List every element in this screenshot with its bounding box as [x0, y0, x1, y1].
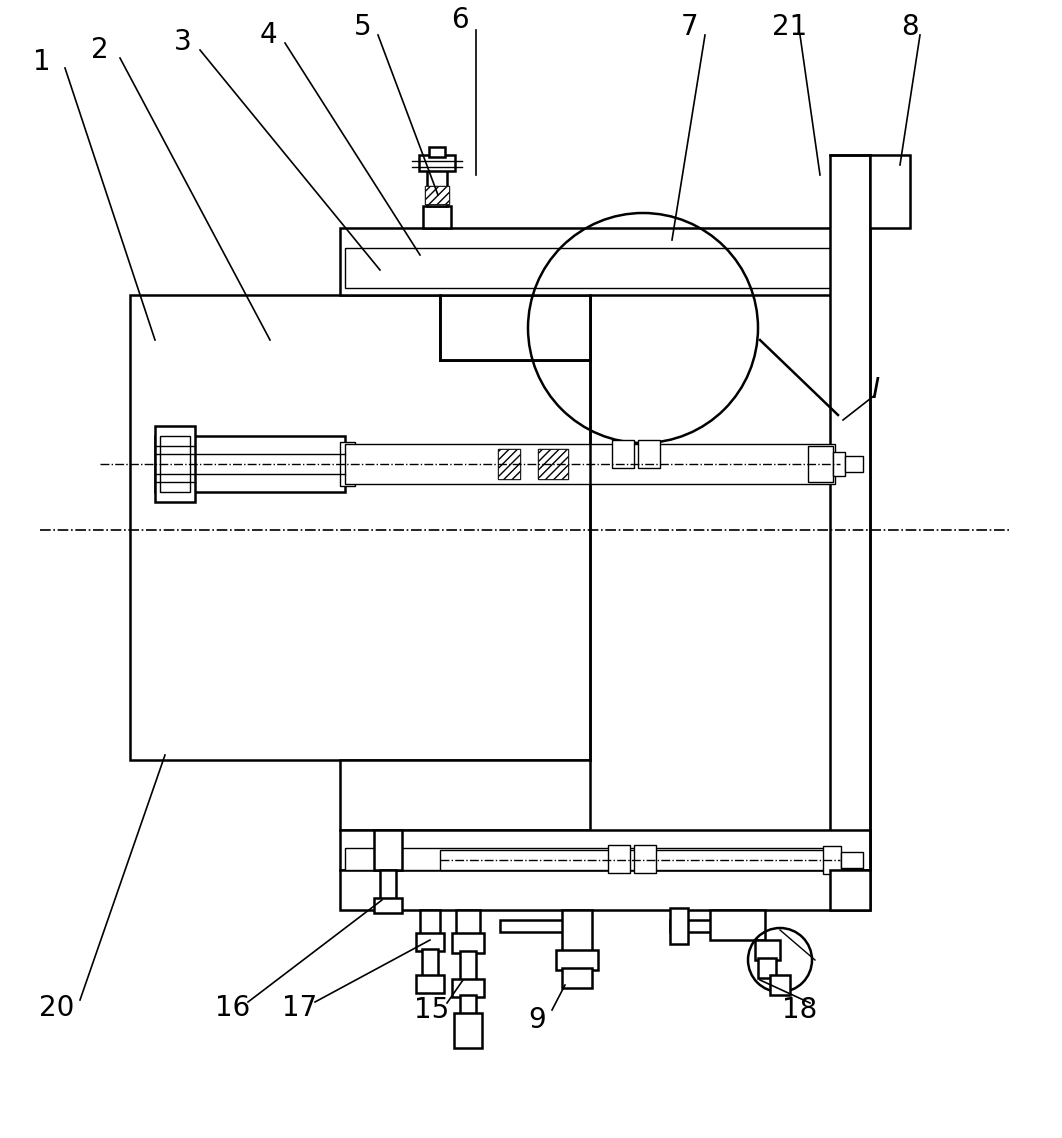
Polygon shape: [833, 452, 845, 476]
Polygon shape: [422, 949, 438, 978]
Polygon shape: [612, 440, 634, 468]
Polygon shape: [538, 450, 568, 479]
Polygon shape: [498, 450, 520, 479]
Polygon shape: [419, 910, 440, 935]
Polygon shape: [340, 869, 870, 910]
Polygon shape: [870, 155, 910, 228]
Polygon shape: [340, 228, 840, 295]
Polygon shape: [556, 950, 598, 970]
Polygon shape: [340, 830, 870, 869]
Polygon shape: [340, 760, 590, 830]
Polygon shape: [155, 426, 195, 502]
Polygon shape: [609, 846, 630, 873]
Polygon shape: [823, 846, 841, 874]
Text: 20: 20: [39, 993, 74, 1022]
Polygon shape: [634, 846, 656, 873]
Polygon shape: [770, 975, 790, 995]
Polygon shape: [460, 995, 476, 1015]
Polygon shape: [423, 206, 451, 228]
Polygon shape: [498, 450, 520, 479]
Polygon shape: [612, 440, 634, 468]
Polygon shape: [452, 933, 484, 953]
Text: 9: 9: [528, 1006, 546, 1034]
Polygon shape: [845, 456, 863, 472]
Polygon shape: [340, 228, 840, 295]
Polygon shape: [130, 295, 590, 760]
Polygon shape: [340, 760, 590, 830]
Polygon shape: [425, 185, 449, 204]
Polygon shape: [440, 295, 590, 360]
Polygon shape: [562, 910, 592, 955]
Polygon shape: [155, 436, 345, 492]
Polygon shape: [374, 830, 402, 869]
Text: I: I: [871, 376, 879, 404]
Polygon shape: [427, 168, 447, 206]
Text: 6: 6: [451, 6, 468, 34]
Polygon shape: [670, 920, 735, 932]
Polygon shape: [416, 975, 444, 993]
Text: 8: 8: [902, 13, 919, 41]
Polygon shape: [808, 446, 833, 483]
Text: 5: 5: [355, 13, 372, 41]
Polygon shape: [160, 436, 190, 492]
Polygon shape: [538, 450, 568, 479]
Polygon shape: [670, 908, 688, 945]
Polygon shape: [870, 155, 910, 228]
Text: 7: 7: [681, 13, 699, 41]
Polygon shape: [345, 848, 835, 869]
Polygon shape: [456, 910, 480, 935]
Polygon shape: [374, 898, 402, 913]
Polygon shape: [425, 185, 449, 204]
Polygon shape: [638, 440, 660, 468]
Polygon shape: [374, 830, 402, 869]
Polygon shape: [830, 155, 870, 869]
Polygon shape: [130, 295, 590, 760]
Polygon shape: [340, 442, 355, 486]
Polygon shape: [634, 846, 656, 873]
Polygon shape: [340, 869, 870, 910]
Text: 1: 1: [33, 48, 51, 76]
Polygon shape: [340, 830, 870, 869]
Polygon shape: [440, 295, 590, 360]
Polygon shape: [452, 979, 484, 997]
Polygon shape: [638, 440, 660, 468]
Polygon shape: [830, 869, 870, 910]
Polygon shape: [609, 846, 630, 873]
Polygon shape: [440, 850, 830, 869]
Polygon shape: [345, 444, 835, 484]
Polygon shape: [830, 869, 870, 910]
Polygon shape: [423, 206, 451, 228]
Polygon shape: [345, 248, 835, 288]
Text: 21: 21: [772, 13, 807, 41]
Polygon shape: [460, 951, 476, 981]
Text: 2: 2: [91, 36, 108, 64]
Polygon shape: [841, 852, 863, 868]
Polygon shape: [758, 958, 776, 978]
Polygon shape: [710, 910, 765, 940]
Polygon shape: [419, 155, 455, 171]
Text: 15: 15: [414, 996, 449, 1024]
Polygon shape: [830, 155, 870, 869]
Text: 18: 18: [783, 996, 818, 1024]
Text: 3: 3: [174, 28, 192, 56]
Polygon shape: [562, 968, 592, 988]
Polygon shape: [416, 933, 444, 951]
Polygon shape: [429, 147, 445, 157]
Text: 4: 4: [259, 20, 277, 49]
Polygon shape: [380, 869, 396, 900]
Polygon shape: [453, 1013, 482, 1048]
Text: 17: 17: [282, 993, 318, 1022]
Text: 16: 16: [216, 993, 251, 1022]
Polygon shape: [755, 940, 780, 960]
Polygon shape: [500, 920, 575, 932]
Polygon shape: [440, 295, 590, 360]
